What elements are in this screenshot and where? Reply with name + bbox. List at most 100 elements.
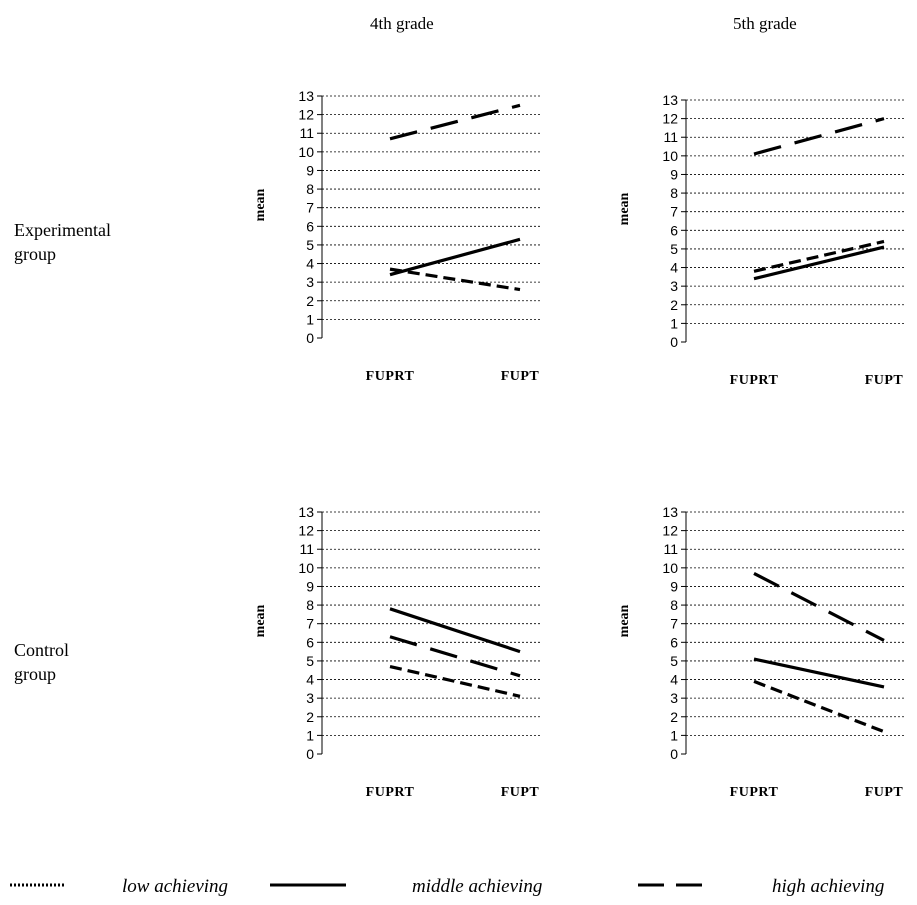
y-tick-label: 6 bbox=[670, 222, 678, 238]
y-tick-label: 0 bbox=[670, 334, 678, 350]
y-tick-label: 11 bbox=[299, 541, 314, 557]
series-line-middle-achieving bbox=[389, 607, 521, 654]
series-line-middle-achieving bbox=[389, 237, 521, 277]
y-tick-label: 4 bbox=[670, 672, 678, 688]
y-tick-label: 4 bbox=[670, 260, 678, 276]
y-tick-label: 9 bbox=[306, 578, 314, 594]
y-tick-label: 11 bbox=[663, 129, 678, 145]
chart-panel-control-4th: 0 1 2 3 4 5 6 7 8 9 10 11 12 13 mean FUPRT FUPT bbox=[250, 504, 550, 804]
row-label-experimental-line2: group bbox=[14, 244, 56, 264]
y-tick-label: 8 bbox=[306, 181, 314, 197]
x-category-label: FUPT bbox=[501, 369, 540, 384]
series-line-high-achieving bbox=[389, 103, 521, 141]
row-label-control-line1: Control bbox=[14, 640, 70, 660]
y-tick-label: 6 bbox=[306, 634, 314, 650]
y-tick-label: 0 bbox=[670, 746, 678, 762]
y-tick-label: 3 bbox=[670, 690, 678, 706]
y-tick-label: 12 bbox=[662, 523, 678, 539]
y-tick-label: 12 bbox=[662, 111, 678, 127]
series-line-low-achieving bbox=[389, 267, 521, 292]
y-tick-label: 9 bbox=[670, 166, 678, 182]
legend-swatch-middle bbox=[270, 883, 346, 887]
y-tick-label: 1 bbox=[306, 311, 314, 327]
legend-label-high: high achieving bbox=[772, 876, 885, 897]
chart-panel-experimental-4th: 0 1 2 3 4 5 6 7 8 9 10 11 12 13 mean FUPRT FUPT bbox=[250, 88, 550, 388]
column-header-4th-grade: 4th grade bbox=[370, 14, 434, 33]
y-tick-label: 8 bbox=[306, 597, 314, 613]
series-line-middle-achieving bbox=[753, 657, 885, 689]
y-tick-label: 7 bbox=[670, 204, 678, 220]
series-line-low-achieving bbox=[753, 679, 885, 734]
y-tick-label: 7 bbox=[306, 200, 314, 216]
x-category-label: FUPRT bbox=[730, 373, 779, 388]
row-label-control-line2: group bbox=[14, 664, 56, 684]
y-tick-label: 5 bbox=[306, 653, 314, 669]
y-tick-label: 13 bbox=[662, 92, 678, 108]
y-axis-label: mean bbox=[617, 604, 632, 637]
y-tick-label: 12 bbox=[298, 523, 314, 539]
y-tick-label: 4 bbox=[306, 672, 314, 688]
y-tick-label: 1 bbox=[670, 727, 678, 743]
y-tick-label: 1 bbox=[306, 727, 314, 743]
y-tick-label: 5 bbox=[306, 237, 314, 253]
y-tick-label: 9 bbox=[670, 578, 678, 594]
y-tick-label: 8 bbox=[670, 597, 678, 613]
x-category-label: FUPT bbox=[865, 785, 904, 800]
y-tick-label: 4 bbox=[306, 256, 314, 272]
y-tick-label: 7 bbox=[670, 616, 678, 632]
row-label-experimental: Experimental group bbox=[14, 218, 111, 266]
legend-label-low: low achieving bbox=[122, 876, 229, 897]
y-tick-label: 11 bbox=[663, 541, 678, 557]
y-tick-label: 9 bbox=[306, 162, 314, 178]
y-tick-label: 10 bbox=[662, 560, 678, 576]
series-line-low-achieving bbox=[389, 664, 521, 698]
x-category-label: FUPRT bbox=[366, 369, 415, 384]
series-line-high-achieving bbox=[753, 572, 885, 642]
series-line-middle-achieving bbox=[753, 245, 885, 281]
y-tick-label: 3 bbox=[306, 274, 314, 290]
y-tick-label: 10 bbox=[662, 148, 678, 164]
x-category-label: FUPRT bbox=[366, 785, 415, 800]
y-tick-label: 2 bbox=[670, 297, 678, 313]
y-tick-label: 13 bbox=[298, 504, 314, 520]
y-tick-label: 0 bbox=[306, 746, 314, 762]
legend-swatch-high bbox=[638, 883, 714, 887]
y-tick-label: 3 bbox=[670, 278, 678, 294]
x-category-label: FUPRT bbox=[730, 785, 779, 800]
row-label-experimental-line1: Experimental bbox=[14, 220, 111, 240]
chart-panel-control-5th: 0 1 2 3 4 5 6 7 8 9 10 11 12 13 mean FUPRT FUPT bbox=[614, 504, 914, 804]
y-tick-label: 1 bbox=[670, 315, 678, 331]
series-line-high-achieving bbox=[389, 635, 521, 678]
y-tick-label: 2 bbox=[670, 709, 678, 725]
row-label-control: Control group bbox=[14, 638, 69, 686]
series-line-high-achieving bbox=[753, 117, 885, 156]
legend: low achieving middle achieving high achi… bbox=[0, 876, 917, 902]
y-tick-label: 10 bbox=[298, 560, 314, 576]
y-tick-label: 5 bbox=[670, 241, 678, 257]
x-category-label: FUPT bbox=[501, 785, 540, 800]
legend-swatch-low bbox=[10, 883, 66, 887]
legend-label-middle: middle achieving bbox=[412, 876, 543, 897]
y-tick-label: 7 bbox=[306, 616, 314, 632]
y-tick-label: 10 bbox=[298, 144, 314, 160]
y-tick-label: 8 bbox=[670, 185, 678, 201]
y-tick-label: 13 bbox=[298, 88, 314, 104]
series-line-low-achieving bbox=[753, 239, 885, 273]
column-header-5th-grade: 5th grade bbox=[733, 14, 797, 33]
y-tick-label: 12 bbox=[298, 107, 314, 123]
y-tick-label: 2 bbox=[306, 709, 314, 725]
y-tick-label: 13 bbox=[662, 504, 678, 520]
y-tick-label: 6 bbox=[306, 218, 314, 234]
y-tick-label: 6 bbox=[670, 634, 678, 650]
y-tick-label: 3 bbox=[306, 690, 314, 706]
y-tick-label: 5 bbox=[670, 653, 678, 669]
chart-panel-experimental-5th: 0 1 2 3 4 5 6 7 8 9 10 11 12 13 mean FUPRT FUPT bbox=[614, 92, 914, 392]
y-axis-label: mean bbox=[253, 188, 268, 221]
y-axis-label: mean bbox=[253, 604, 268, 637]
y-axis-label: mean bbox=[617, 192, 632, 225]
x-category-label: FUPT bbox=[865, 373, 904, 388]
